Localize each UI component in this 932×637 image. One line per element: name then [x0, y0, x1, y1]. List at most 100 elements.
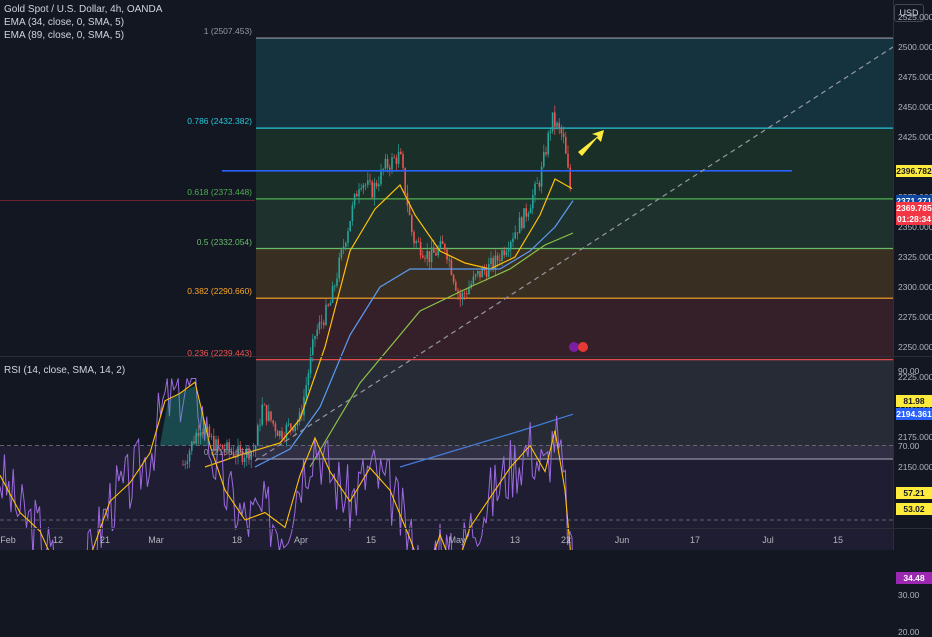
candle-body: [228, 442, 230, 451]
candle-body: [507, 249, 510, 252]
candle-body: [336, 278, 338, 286]
candle-body: [268, 411, 270, 421]
candle-body: [323, 322, 325, 325]
candle-body: [496, 255, 499, 261]
fib-zone: [256, 248, 893, 299]
candle-body: [529, 208, 532, 214]
pane-divider[interactable]: [0, 356, 932, 357]
candle-body: [338, 257, 340, 279]
candle-body: [364, 184, 367, 186]
candle-body: [463, 292, 466, 294]
time-axis-label: Feb: [0, 535, 16, 545]
candle-body: [554, 112, 556, 127]
candle-body: [296, 421, 299, 426]
candle-body: [393, 157, 395, 159]
price-axis-label: 2250.000: [898, 342, 932, 352]
candle-body: [558, 122, 560, 128]
candle-body: [334, 285, 336, 287]
candle-body: [391, 157, 393, 170]
candle-body: [329, 302, 332, 306]
price-axis-label: 2200.000: [898, 402, 932, 412]
drawings[interactable]: [0, 46, 894, 462]
rsi-value-tag: 57.21: [896, 487, 932, 500]
candle-body: [382, 168, 384, 170]
symbol-legend[interactable]: Gold Spot / U.S. Dollar, 4h, OANDA: [4, 4, 163, 15]
trend-line: [254, 46, 894, 462]
price-axis-label: 2325.000: [898, 252, 932, 262]
candle-body: [360, 188, 362, 190]
candle-body: [540, 166, 543, 187]
candle-body: [525, 208, 527, 217]
fib-level-label: 0.786 (2432.382): [187, 116, 252, 127]
time-axis-label: Jul: [762, 535, 774, 545]
rsi-overbought-fill: [160, 385, 210, 446]
candle-body: [221, 444, 224, 450]
candle-body: [395, 157, 398, 164]
candle-body: [195, 432, 197, 444]
candle-body: [320, 321, 323, 323]
candle-body: [274, 423, 277, 432]
candle-body: [186, 461, 189, 464]
price-axis-label: 2350.000: [898, 222, 932, 232]
currency-button[interactable]: USD: [894, 4, 924, 22]
rsi-legend[interactable]: RSI (14, close, SMA, 14, 2): [4, 365, 126, 376]
candle-body: [490, 257, 492, 265]
time-axis-separator: [0, 528, 932, 529]
ema-34-legend[interactable]: EMA (34, close, 0, SMA, 5): [4, 17, 125, 28]
rsi-line: [0, 377, 573, 550]
candle-body: [191, 441, 193, 451]
candle-body: [536, 182, 538, 184]
ema-89-legend[interactable]: EMA (89, close, 0, SMA, 5): [4, 30, 125, 41]
candle-body: [358, 189, 360, 197]
candle-body: [452, 274, 455, 282]
candle-body: [492, 257, 494, 269]
candle-body: [263, 404, 266, 406]
candle-body: [283, 438, 285, 440]
ema-long-line: [399, 413, 574, 468]
candle-body: [435, 252, 437, 256]
candle-body: [560, 127, 563, 134]
chart-canvas[interactable]: [0, 0, 932, 550]
candle-body: [523, 208, 525, 229]
candle-body: [318, 321, 321, 330]
candle-body: [389, 167, 391, 170]
candle-body: [217, 439, 219, 445]
rsi-pane: [0, 377, 893, 550]
price-tag: 2194.361: [896, 407, 932, 420]
candle-body: [481, 268, 483, 278]
candle-body: [243, 457, 246, 463]
time-axis-label: 15: [832, 535, 844, 545]
ema-89-line: [254, 200, 574, 468]
candle-body: [543, 152, 545, 167]
time-axis-label: 15: [365, 535, 377, 545]
price-axis-label: 2150.000: [898, 462, 932, 472]
candle-body: [237, 446, 239, 458]
fib-zone: [256, 359, 893, 460]
candle-body: [521, 217, 523, 229]
candle-body: [356, 193, 358, 197]
candle-body: [307, 373, 310, 385]
candle-body: [210, 436, 213, 437]
price-axis-label: 2500.000: [898, 42, 932, 52]
candle-body: [182, 464, 184, 466]
candle-body: [276, 431, 279, 436]
candle-body: [345, 242, 347, 247]
candle-body: [547, 133, 549, 155]
candle-body: [459, 293, 461, 300]
candle-body: [426, 251, 428, 259]
price-axis-label: 2175.000: [898, 432, 932, 442]
candle-body: [340, 249, 343, 258]
candle-body: [562, 133, 565, 138]
candle-body: [424, 257, 426, 259]
candle-body: [312, 339, 314, 355]
candle-body: [437, 248, 439, 256]
time-axis-label: Jun: [614, 535, 630, 545]
candle-body: [375, 182, 378, 187]
event-marker: [569, 342, 579, 352]
fib-level-label: 0.382 (2290.660): [187, 286, 252, 297]
candle-body: [551, 112, 554, 132]
candle-body: [351, 205, 354, 222]
candle-body: [349, 221, 351, 232]
price-axis-label: 2300.000: [898, 282, 932, 292]
candle-body: [512, 238, 514, 242]
